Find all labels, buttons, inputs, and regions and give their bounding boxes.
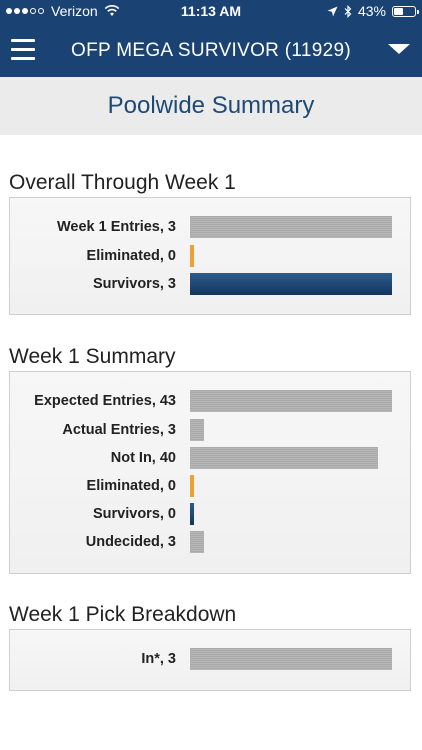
row-label: Week 1 Entries, 3 xyxy=(56,219,176,235)
row-label: Not In, 40 xyxy=(110,450,176,466)
section-title-overall: Overall Through Week 1 xyxy=(9,171,236,194)
signal-icon xyxy=(6,8,46,14)
section-title-pick-breakdown: Week 1 Pick Breakdown xyxy=(9,603,237,626)
row-label: Actual Entries, 3 xyxy=(62,422,176,438)
bar-actual-entries xyxy=(190,419,204,441)
bar-expected-entries xyxy=(190,390,392,412)
bar-survivors xyxy=(190,503,194,525)
wifi-icon xyxy=(104,5,119,16)
chart-row: Survivors, 0 xyxy=(10,503,410,527)
row-label: Expected Entries, 43 xyxy=(34,393,176,409)
row-label: Undecided, 3 xyxy=(85,534,176,550)
chevron-down-icon[interactable] xyxy=(388,44,410,54)
bar-in xyxy=(190,648,392,670)
battery-fill xyxy=(394,7,403,15)
status-bar: Verizon 11:13 AM 43% xyxy=(0,0,422,23)
bar-eliminated xyxy=(190,475,194,497)
row-label: Eliminated, 0 xyxy=(86,248,176,264)
chart-row: Eliminated, 0 xyxy=(10,245,410,269)
status-left: Verizon xyxy=(6,3,120,19)
status-right: 43% xyxy=(327,3,419,19)
battery-percent: 43% xyxy=(357,3,386,19)
battery-icon xyxy=(392,5,419,17)
pool-title: OFP MEGA SURVIVOR (11929) xyxy=(71,40,351,61)
page-header: Poolwide Summary xyxy=(0,77,422,135)
chart-row: Eliminated, 0 xyxy=(10,475,410,499)
row-label: Eliminated, 0 xyxy=(86,478,176,494)
chart-row: Week 1 Entries, 3 xyxy=(10,216,410,240)
bar-undecided xyxy=(190,531,204,553)
carrier-label: Verizon xyxy=(51,3,98,19)
row-label: In*, 3 xyxy=(141,651,176,667)
section-title-week-summary: Week 1 Summary xyxy=(9,345,176,368)
panel-week-summary: Expected Entries, 43 Actual Entries, 3 N… xyxy=(9,371,411,574)
menu-icon[interactable] xyxy=(11,39,35,60)
chart-row: Expected Entries, 43 xyxy=(10,390,410,414)
chart-row: In*, 3 xyxy=(10,648,410,672)
panel-overall: Week 1 Entries, 3 Eliminated, 0 Survivor… xyxy=(9,197,411,315)
bar-not-in xyxy=(190,447,378,469)
page-title: Poolwide Summary xyxy=(107,92,315,119)
bluetooth-icon xyxy=(344,4,352,18)
location-arrow-icon xyxy=(327,6,338,16)
chart-row: Survivors, 3 xyxy=(10,273,410,297)
bar-survivors xyxy=(190,273,392,295)
chart-row: Undecided, 3 xyxy=(10,531,410,555)
nav-bar: OFP MEGA SURVIVOR (11929) xyxy=(0,23,422,77)
status-time: 11:13 AM xyxy=(180,3,242,19)
chart-row: Actual Entries, 3 xyxy=(10,419,410,443)
bar-eliminated xyxy=(190,245,194,267)
bar-week1-entries xyxy=(190,216,392,238)
panel-pick-breakdown: In*, 3 xyxy=(9,629,411,691)
row-label: Survivors, 0 xyxy=(92,506,176,522)
row-label: Survivors, 3 xyxy=(92,276,176,292)
chart-row: Not In, 40 xyxy=(10,447,410,471)
